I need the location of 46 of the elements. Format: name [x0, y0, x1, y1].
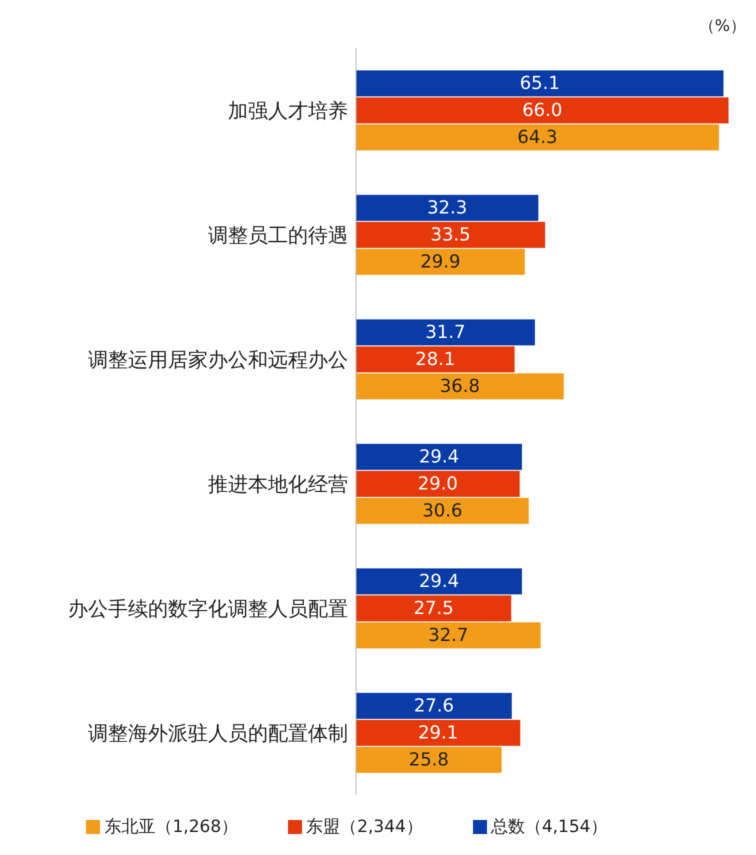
bar [356, 595, 512, 622]
data-label: 29.4 [418, 570, 460, 592]
bar [356, 346, 515, 372]
bar [356, 470, 520, 497]
data-label: 27.6 [414, 695, 454, 716]
data-label: 28.1 [415, 348, 456, 370]
data-label: 29.0 [418, 473, 458, 494]
bar [356, 319, 535, 346]
data-label: 65.1 [520, 72, 560, 94]
legend-label: 东盟（2,344） [306, 817, 423, 837]
bar [356, 222, 546, 248]
bar [356, 194, 538, 221]
data-label: 32.7 [428, 624, 468, 646]
bar [356, 97, 729, 124]
data-label: 29.4 [418, 446, 460, 468]
data-label: 36.8 [440, 376, 480, 397]
bar [356, 70, 724, 96]
y-tick-label: 办公手续的数字化调整人员配置 [68, 596, 348, 620]
bar [356, 444, 522, 470]
data-label: 31.7 [425, 322, 466, 343]
data-label: 33.5 [430, 224, 471, 246]
y-tick-label: 调整员工的待遇 [208, 222, 348, 247]
bar [356, 498, 529, 524]
bar [356, 373, 564, 400]
y-tick-label: 推进本地化经营 [208, 472, 348, 496]
y-tick-label: 调整海外派驻人员的配置体制 [88, 720, 348, 745]
data-label: 64.3 [517, 126, 558, 148]
data-label: 27.5 [414, 598, 454, 619]
data-label: 29.1 [418, 722, 458, 744]
data-label: 32.3 [427, 197, 468, 218]
y-tick-label: 加强人才培养 [228, 98, 348, 122]
bar [356, 124, 719, 150]
bar [356, 248, 525, 275]
data-label: 30.6 [422, 500, 462, 522]
legend-label: 东北亚（1,268） [104, 817, 238, 837]
legend-label: 总数（4,154） [490, 817, 608, 837]
bar [356, 692, 512, 719]
data-label: 66.0 [522, 100, 562, 121]
bar [356, 746, 502, 773]
bar [356, 622, 541, 648]
bar [356, 568, 522, 594]
data-label: 25.8 [408, 749, 449, 770]
text: （%） [698, 16, 746, 37]
y-tick-label: 调整运用居家办公和远程办公 [88, 347, 348, 372]
bar [356, 720, 520, 746]
data-label: 29.9 [420, 251, 460, 272]
